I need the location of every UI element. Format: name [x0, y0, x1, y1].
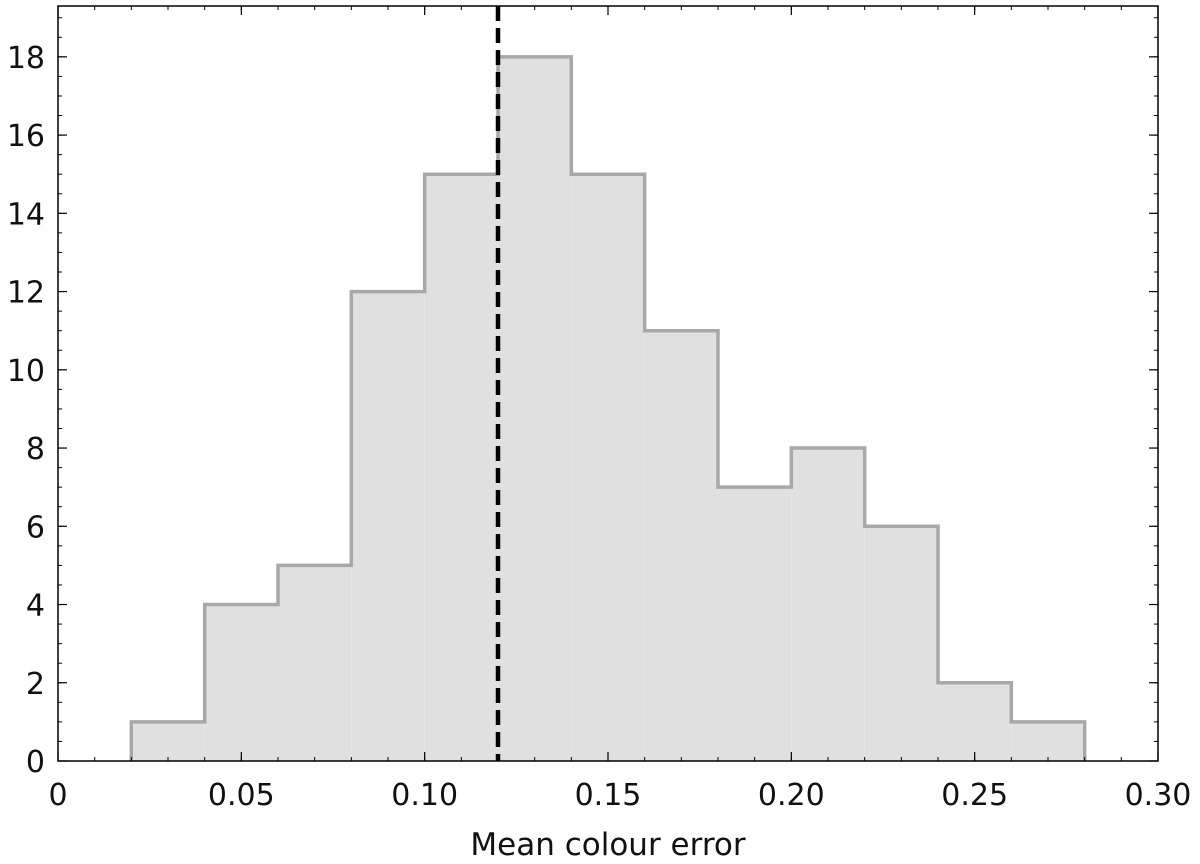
y-tick-label: 14 [7, 197, 45, 232]
histogram-bar [351, 291, 425, 761]
histogram-bar [498, 56, 572, 762]
histogram-bar [204, 604, 278, 761]
y-tick-label: 12 [7, 276, 45, 311]
y-tick-label: 4 [26, 589, 45, 624]
x-tick-label: 0.10 [391, 778, 458, 813]
histogram-bar [791, 448, 865, 761]
x-tick-label: 0.15 [575, 778, 642, 813]
x-tick-label: 0.20 [758, 778, 825, 813]
y-tick-label: 8 [26, 432, 45, 467]
x-axis-title: Mean colour error [470, 827, 745, 863]
histogram-bar [1011, 721, 1085, 761]
y-tick-label: 16 [7, 119, 45, 154]
x-tick-label: 0.05 [208, 778, 275, 813]
y-tick-label: 18 [7, 41, 45, 76]
x-tick-label: 0 [48, 778, 67, 813]
histogram-bar [718, 487, 792, 761]
x-axis: 0 0.05 0.10 0.15 0.20 0.25 0.30 [48, 6, 1191, 813]
histogram-bar [278, 565, 352, 761]
histogram-bar [644, 330, 718, 761]
histogram-outline [129, 55, 1087, 761]
y-tick-label: 0 [26, 745, 45, 780]
y-tick-label: 10 [7, 354, 45, 389]
histogram-bars [129, 55, 1087, 762]
y-tick-label: 2 [26, 667, 45, 702]
y-tick-label: 6 [26, 510, 45, 545]
histogram-bar [571, 174, 645, 762]
histogram-bar [424, 174, 498, 762]
histogram-bar [131, 721, 205, 761]
histogram-bar [938, 682, 1012, 761]
y-axis: 0 2 4 6 8 10 12 14 16 18 [7, 17, 1158, 780]
histogram-bar [864, 526, 938, 761]
x-tick-label: 0.30 [1125, 778, 1192, 813]
x-tick-label: 0.25 [941, 778, 1008, 813]
